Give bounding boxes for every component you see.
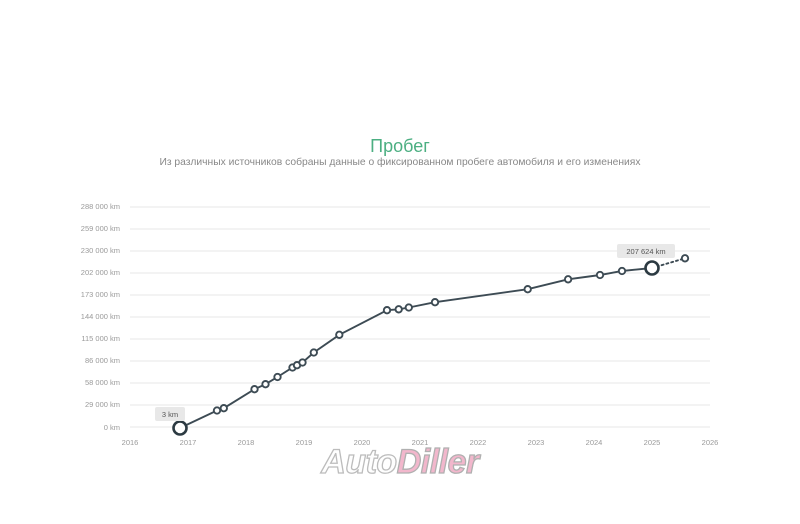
svg-text:86 000 km: 86 000 km bbox=[85, 356, 120, 365]
svg-text:288 000 km: 288 000 km bbox=[81, 202, 120, 211]
svg-text:230 000 km: 230 000 km bbox=[81, 246, 120, 255]
svg-text:3 km: 3 km bbox=[162, 410, 178, 419]
svg-text:115 000 km: 115 000 km bbox=[81, 334, 120, 343]
svg-text:207 624 km: 207 624 km bbox=[626, 247, 665, 256]
svg-text:0 km: 0 km bbox=[104, 423, 120, 432]
svg-text:58 000 km: 58 000 km bbox=[85, 378, 120, 387]
svg-text:202 000 km: 202 000 km bbox=[81, 268, 120, 277]
svg-text:29 000 km: 29 000 km bbox=[85, 400, 120, 409]
svg-text:173 000 km: 173 000 km bbox=[81, 290, 120, 299]
svg-text:144 000 km: 144 000 km bbox=[81, 312, 120, 321]
svg-text:259 000 km: 259 000 km bbox=[81, 224, 120, 233]
